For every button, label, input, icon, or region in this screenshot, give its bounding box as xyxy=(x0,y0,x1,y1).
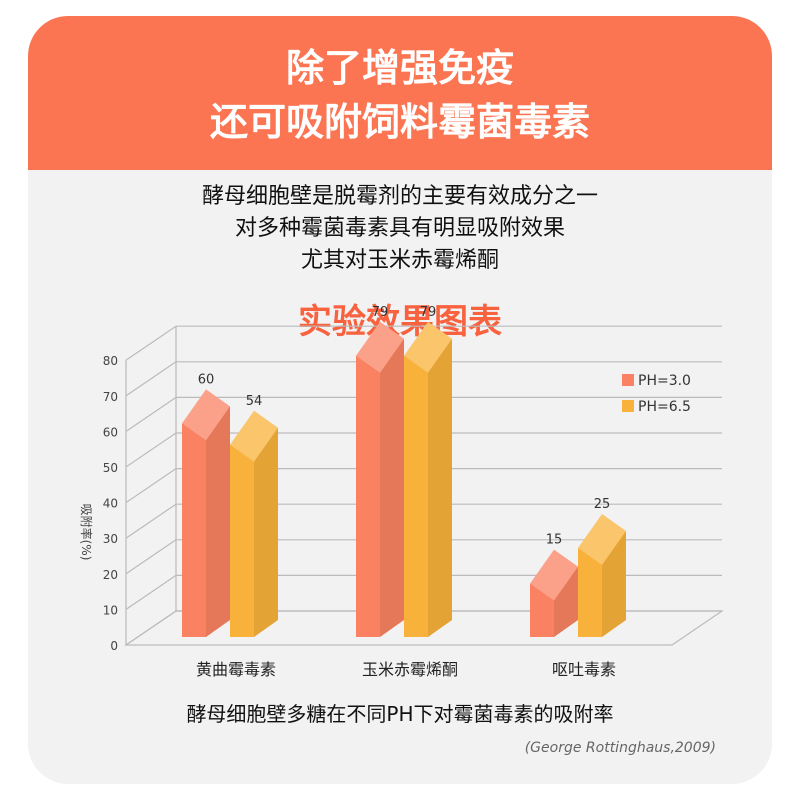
x-category-label: 玉米赤霉烯酮 xyxy=(362,660,458,679)
x-category-label: 黄曲霉毒素 xyxy=(196,660,276,679)
y-tick-label: 50 xyxy=(103,461,118,475)
bar-front-left xyxy=(404,355,428,637)
x-category-label: 呕吐毒素 xyxy=(552,660,616,679)
intro-line-1: 酵母细胞壁是脱霉剂的主要有效成分之一 xyxy=(201,184,598,209)
chart-caption: 酵母细胞壁多糖在不同PH下对霉菌毒素的吸附率 xyxy=(186,702,614,726)
side-gridline xyxy=(125,468,177,504)
bar-top xyxy=(578,514,626,565)
bar-front-left xyxy=(578,548,602,637)
bar-front-right xyxy=(380,338,404,637)
bar-front-left xyxy=(530,583,554,637)
banner-title-line-1: 除了增强免疫 xyxy=(285,46,514,90)
side-gridline xyxy=(125,361,177,397)
bar-front-right xyxy=(602,531,626,637)
bar-front-right xyxy=(206,406,230,637)
legend-swatch xyxy=(622,374,634,386)
side-gridline xyxy=(125,503,177,539)
bar-front-left xyxy=(182,423,206,637)
y-tick-label: 40 xyxy=(103,497,118,511)
y-tick-label: 60 xyxy=(103,425,118,439)
banner-title-line-2: 还可吸附饲料霉菌毒素 xyxy=(209,100,590,144)
legend-label: PH=6.5 xyxy=(638,399,691,415)
bar-top xyxy=(182,389,230,441)
y-tick-label: 0 xyxy=(110,639,118,653)
intro-line-2: 对多种霉菌毒素具有明显吸附效果 xyxy=(234,216,565,241)
y-tick-label: 30 xyxy=(103,532,118,546)
bar-value-label: 25 xyxy=(594,497,611,512)
chart-floor xyxy=(124,610,724,646)
y-tick-label: 70 xyxy=(103,390,118,404)
header-banner: 除了增强免疫 还可吸附饲料霉菌毒素 xyxy=(28,16,772,170)
bar-value-label: 79 xyxy=(420,305,437,320)
side-gridline xyxy=(125,325,177,361)
bar-top xyxy=(230,410,278,462)
bar-value-label: 79 xyxy=(372,305,389,320)
bar-top xyxy=(530,549,578,601)
y-tick-label: 80 xyxy=(103,354,118,368)
bar-value-label: 54 xyxy=(246,394,263,409)
citation: (George Rottinghaus,2009) xyxy=(524,740,716,756)
bar-front-right xyxy=(254,427,278,637)
intro-line-3: 尤其对玉米赤霉烯酮 xyxy=(300,248,499,273)
legend-label: PH=3.0 xyxy=(638,373,691,389)
bar-front-left xyxy=(230,444,254,637)
side-gridline xyxy=(125,432,177,468)
bar-front-left xyxy=(356,355,380,637)
y-axis-label: 吸附率(%) xyxy=(79,504,94,561)
content-card: 除了增强免疫 还可吸附饲料霉菌毒素 酵母细胞壁是脱霉剂的主要有效成分之一 对多种… xyxy=(28,16,772,784)
side-gridline xyxy=(125,574,177,610)
side-gridline xyxy=(125,396,177,432)
bar-top xyxy=(404,321,452,373)
bar-front-right xyxy=(428,338,452,637)
y-tick-label: 10 xyxy=(103,603,118,617)
y-tick-label: 20 xyxy=(103,568,118,582)
section-title: 实验效果图表 xyxy=(298,302,502,342)
bar-value-label: 60 xyxy=(198,372,215,387)
legend-swatch xyxy=(622,400,634,412)
bar-top xyxy=(356,321,404,373)
side-gridline xyxy=(125,539,177,575)
bar-value-label: 15 xyxy=(546,533,563,548)
